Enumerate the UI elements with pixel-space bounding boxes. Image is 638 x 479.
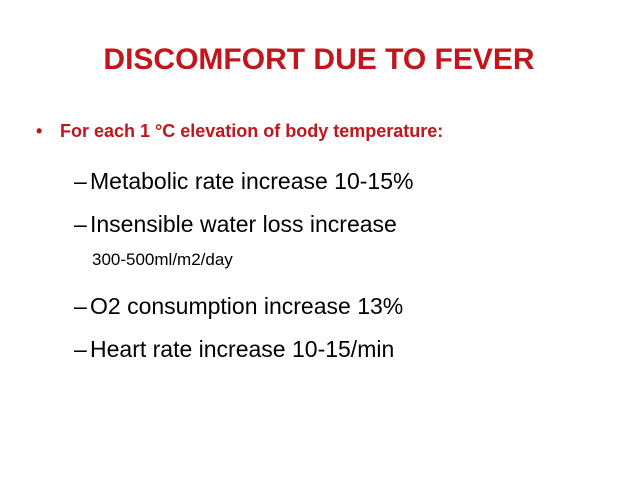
sub-bullet-text: Insensible water loss increase: [90, 211, 397, 237]
sub-bullet-heart-rate: – Heart rate increase 10-15/min: [74, 334, 394, 364]
main-bullet: • For each 1 °C elevation of body tempera…: [36, 118, 443, 144]
main-bullet-text: For each 1 °C elevation of body temperat…: [60, 121, 444, 141]
sub-bullet-text: Metabolic rate increase 10-15%: [90, 168, 414, 194]
sub-bullet-continuation: 300-500ml/m2/day: [92, 250, 233, 269]
sub-bullet-text: Heart rate increase 10-15/min: [90, 336, 395, 362]
bullet-marker: •: [36, 121, 43, 141]
sub-bullet-insensible-water-loss: – Insensible water loss increase: [74, 209, 397, 239]
dash-marker: –: [74, 293, 87, 319]
dash-marker: –: [74, 211, 87, 237]
sub-bullet-o2-consumption: – O2 consumption increase 13%: [74, 291, 403, 321]
dash-marker: –: [74, 336, 87, 362]
slide-title: DISCOMFORT DUE TO FEVER: [103, 43, 535, 76]
sub-bullet-metabolic-rate: – Metabolic rate increase 10-15%: [74, 166, 413, 196]
sub-bullet-text: O2 consumption increase 13%: [90, 293, 404, 319]
dash-marker: –: [74, 168, 87, 194]
